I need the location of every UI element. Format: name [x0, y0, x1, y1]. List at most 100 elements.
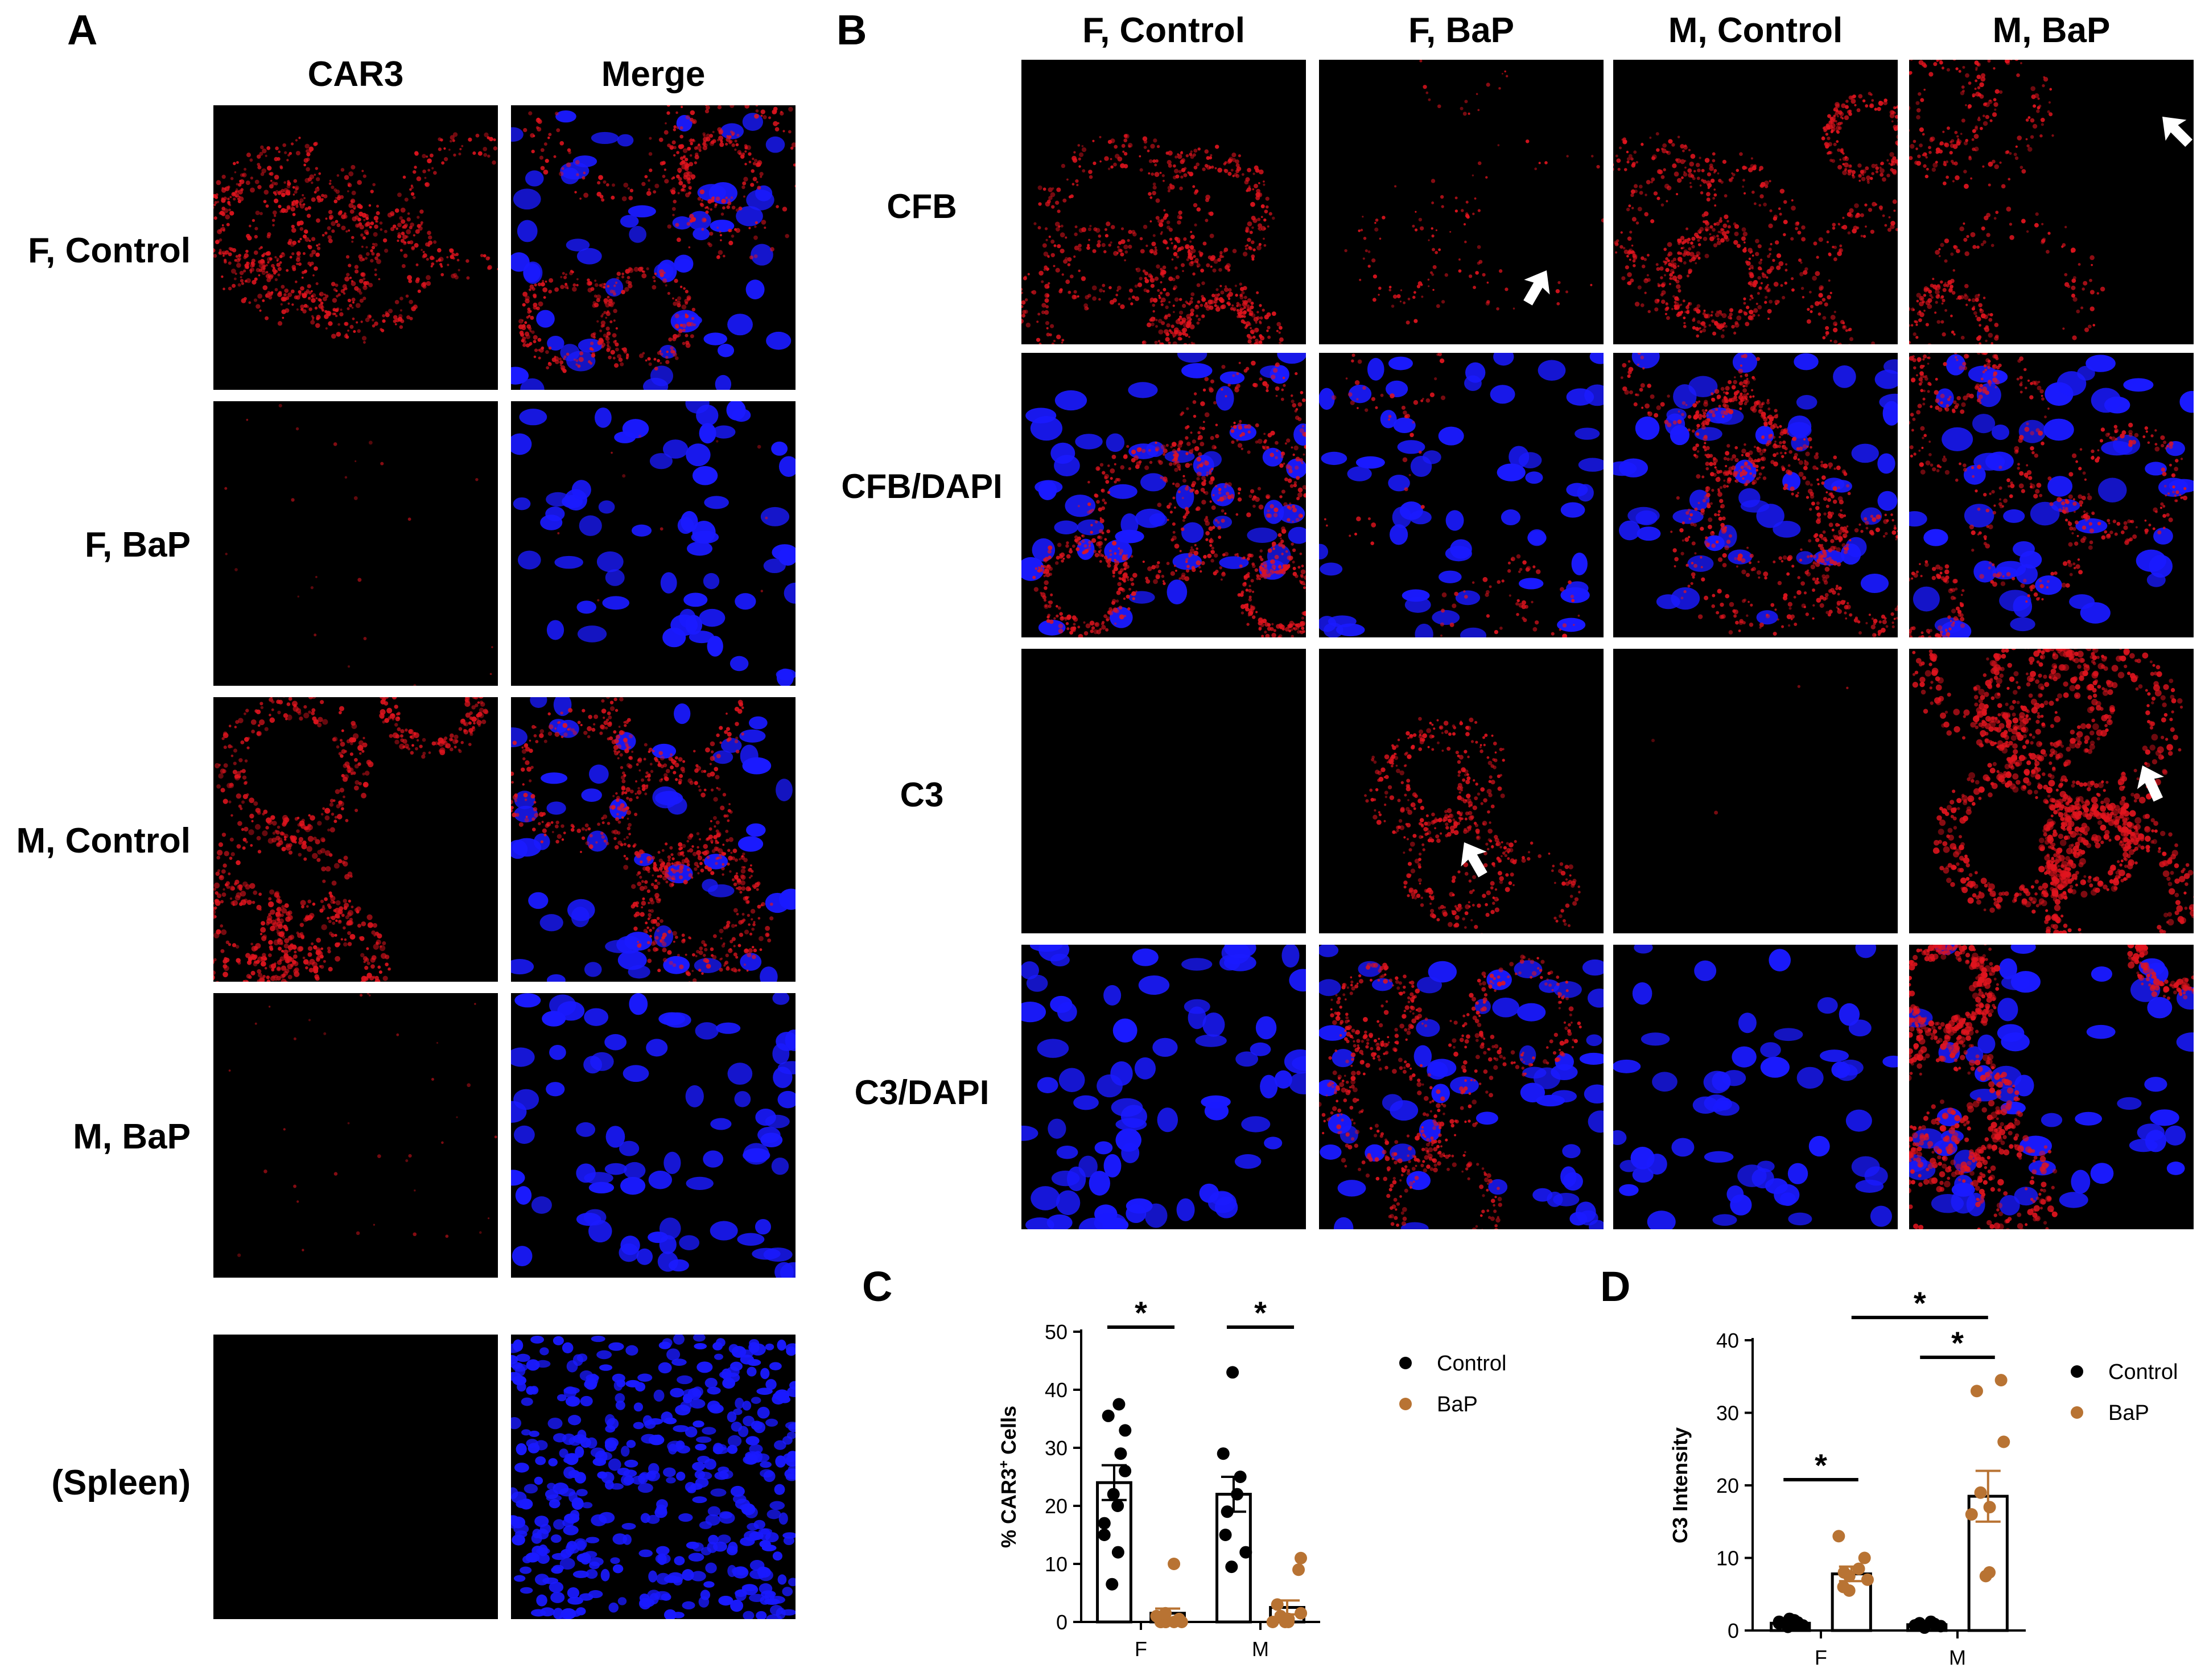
panel-c-data-point — [1239, 1546, 1252, 1559]
panel-d-data-point — [1997, 1436, 2010, 1448]
panel-b-row-label-c3: C3 — [819, 775, 1024, 814]
panel-b-image-c3-dapi-m-bap — [1909, 945, 2194, 1229]
panel-c-legend-marker-bap — [1399, 1398, 1412, 1410]
panel-d-legend-marker-bap — [2071, 1406, 2083, 1419]
panel-a-col-header-car3: CAR3 — [213, 54, 498, 94]
panel-c-data-point — [1295, 1552, 1307, 1564]
panel-c-data-point — [1107, 1488, 1120, 1501]
panel-c-letter: C — [862, 1262, 892, 1311]
panel-c-data-point — [1295, 1607, 1307, 1620]
panel-d-data-point — [1838, 1566, 1850, 1579]
panel-c-data-point — [1225, 1560, 1238, 1573]
panel-d-significance-star: * — [1815, 1447, 1827, 1483]
panel-b-row-label-cfb: CFB — [819, 187, 1024, 226]
panel-c-data-point — [1102, 1410, 1115, 1422]
panel-a-image-m-control-car3 — [213, 697, 498, 982]
panel-d-legend-label-control: Control — [2108, 1360, 2178, 1384]
panel-d-letter: D — [1600, 1262, 1630, 1311]
panel-d-data-point — [1861, 1574, 1874, 1586]
panel-b-col-header-f-bap: F, BaP — [1319, 10, 1604, 51]
panel-d-data-point — [1975, 1487, 1987, 1499]
panel-c-data-point — [1219, 1529, 1232, 1541]
panel-d-data-point — [1984, 1501, 1996, 1513]
panel-c-data-point — [1168, 1558, 1180, 1570]
panel-d-x-category-label: F — [1815, 1646, 1827, 1669]
panel-c-legend-marker-control — [1399, 1357, 1412, 1369]
panel-c-significance-star: * — [1254, 1295, 1267, 1331]
panel-c-data-point — [1106, 1578, 1118, 1591]
panel-b-col-header-f-control: F, Control — [1021, 10, 1306, 51]
panel-b-image-c3-f-bap — [1319, 649, 1604, 933]
panel-c-data-point — [1274, 1610, 1287, 1623]
panel-c-data-point — [1098, 1517, 1111, 1530]
panel-b-image-c3-dapi-m-control — [1613, 945, 1898, 1229]
panel-c-significance-star: * — [1135, 1295, 1147, 1331]
panel-d-legend-marker-control — [2071, 1365, 2083, 1378]
panel-b-image-cfb-m-bap — [1909, 60, 2194, 344]
panel-d-data-point — [1971, 1385, 1983, 1397]
panel-b-image-cfb-dapi-f-control — [1021, 353, 1306, 637]
panel-d-y-tick-label: 0 — [1728, 1619, 1739, 1642]
panel-c-data-point — [1221, 1505, 1234, 1518]
panel-c-legend-label-bap: BaP — [1437, 1393, 1478, 1417]
panel-b-image-cfb-dapi-f-bap — [1319, 353, 1604, 637]
panel-b-row-label-cfb-dapi: CFB/DAPI — [819, 467, 1024, 506]
panel-a-image-spleen-merge — [511, 1335, 796, 1619]
panel-c-data-point — [1231, 1488, 1243, 1501]
panel-c-data-point — [1114, 1447, 1127, 1460]
panel-b-image-c3-m-bap — [1909, 649, 2194, 933]
panel-c-y-tick-label: 30 — [1045, 1436, 1068, 1460]
panel-d-data-point — [1909, 1619, 1921, 1632]
panel-d-data-point — [1995, 1374, 2008, 1386]
panel-a-image-f-control-car3 — [213, 105, 498, 390]
panel-d-data-point — [1928, 1618, 1941, 1630]
panel-a-image-spleen-car3 — [213, 1335, 498, 1619]
panel-c-data-point — [1226, 1366, 1239, 1378]
panel-b-image-c3-m-control — [1613, 649, 1898, 933]
panel-c-data-point — [1217, 1447, 1230, 1460]
panel-d-x-category-label: M — [1949, 1646, 1966, 1669]
panel-c-data-point — [1234, 1471, 1247, 1483]
panel-b-image-cfb-m-control — [1613, 60, 1898, 344]
panel-a-image-m-control-merge — [511, 697, 796, 982]
panel-d-y-tick-label: 30 — [1716, 1402, 1739, 1425]
panel-d-data-point — [1965, 1508, 1978, 1521]
panel-c-legend-label-control: Control — [1437, 1352, 1507, 1376]
panel-b-image-cfb-dapi-m-bap — [1909, 353, 2194, 637]
panel-d-data-point — [1837, 1581, 1850, 1593]
panel-a-row-label-spleen: (Spleen) — [0, 1463, 191, 1503]
panel-c-data-point — [1119, 1465, 1131, 1477]
panel-d-data-point — [1832, 1530, 1845, 1542]
panel-b-image-c3-dapi-f-control — [1021, 945, 1306, 1229]
panel-d-chart: 0 10 20 30 40 F M C3 Intensity * * * Control BaP — [1662, 1283, 2202, 1676]
panel-b-image-c3-f-control — [1021, 649, 1306, 933]
panel-d-data-point — [1858, 1552, 1871, 1564]
panel-b-image-cfb-f-bap — [1319, 60, 1604, 344]
panel-c-data-point — [1271, 1598, 1284, 1611]
panel-a-image-m-bap-merge — [511, 993, 796, 1278]
panel-c-x-category-label: M — [1252, 1637, 1269, 1661]
panel-b-row-label-c3-dapi: C3/DAPI — [819, 1073, 1024, 1112]
panel-a-col-header-merge: Merge — [511, 54, 796, 94]
panel-c-y-tick-label: 10 — [1045, 1553, 1068, 1576]
panel-b-image-cfb-f-control — [1021, 60, 1306, 344]
panel-a-row-label-f-control: F, Control — [0, 230, 191, 271]
panel-d-significance-star: * — [1914, 1285, 1926, 1321]
panel-c-data-point — [1292, 1563, 1305, 1576]
panel-b-image-c3-dapi-f-bap — [1319, 945, 1604, 1229]
panel-a-letter: A — [67, 6, 97, 54]
panel-c-data-point — [1159, 1607, 1172, 1620]
panel-d-y-tick-label: 10 — [1716, 1547, 1739, 1570]
panel-c-data-point — [1119, 1424, 1131, 1436]
panel-d-y-axis-label: C3 Intensity — [1668, 1427, 1692, 1543]
panel-a-image-f-control-merge — [511, 105, 796, 390]
panel-c-y-tick-label: 50 — [1045, 1320, 1068, 1344]
panel-b-letter: B — [836, 6, 867, 54]
panel-a-image-f-bap-merge — [511, 401, 796, 686]
panel-d-data-point — [1983, 1566, 1996, 1579]
panel-c-x-category-label: F — [1135, 1637, 1147, 1661]
panel-b-image-cfb-dapi-m-control — [1613, 353, 1898, 637]
panel-d-legend-label-bap: BaP — [2108, 1401, 2149, 1425]
